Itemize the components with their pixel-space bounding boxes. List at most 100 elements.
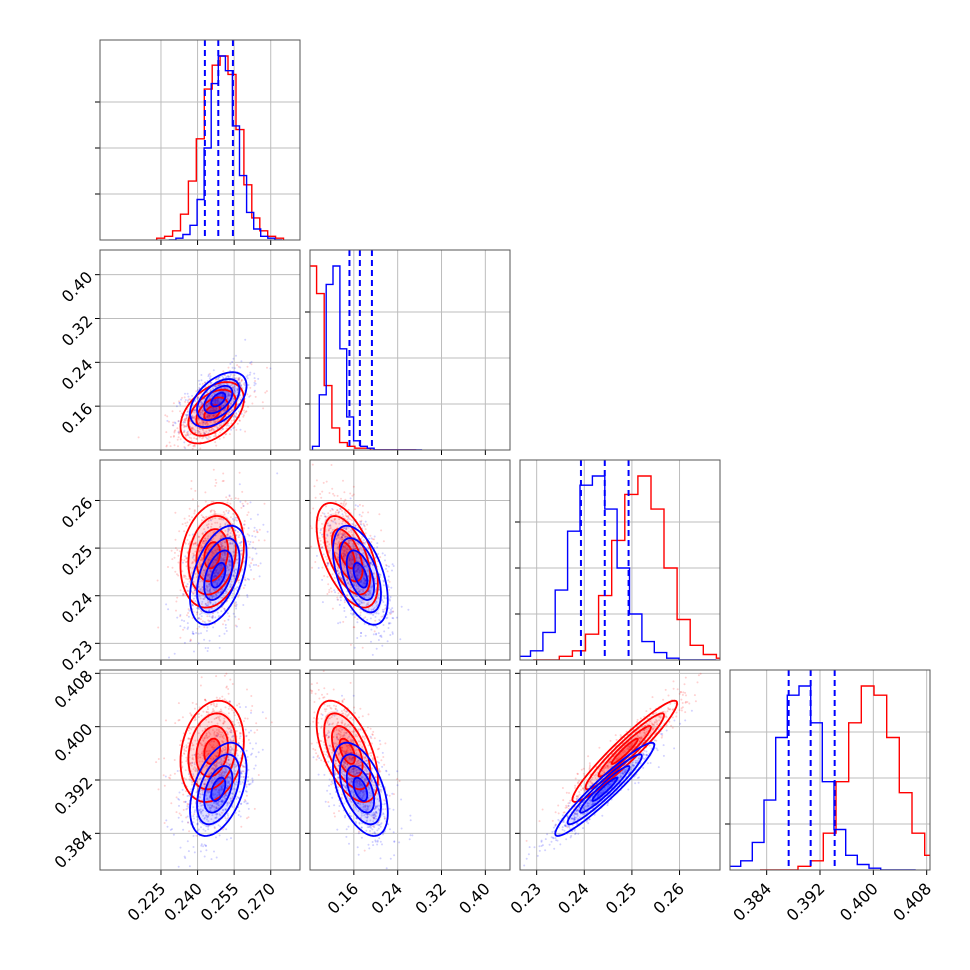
scatter-point	[350, 609, 353, 612]
scatter-point	[173, 434, 175, 437]
scatter-point	[215, 734, 218, 737]
scatter-point	[206, 708, 209, 711]
panel-2-1	[302, 459, 511, 666]
scatter-point	[229, 727, 231, 730]
scatter-point	[212, 415, 214, 418]
scatter-point	[219, 825, 222, 828]
scatter-point	[157, 758, 160, 760]
scatter-point	[193, 417, 196, 419]
scatter-point	[302, 539, 304, 541]
scatter-point	[193, 415, 195, 418]
scatter-point	[190, 764, 193, 767]
scatter-point	[215, 399, 218, 402]
scatter-point	[223, 387, 226, 389]
scatter-point	[245, 735, 248, 738]
scatter-point	[220, 535, 223, 538]
scatter-point	[184, 419, 187, 422]
scatter-point	[337, 541, 340, 544]
scatter-point	[191, 744, 194, 747]
scatter-point	[360, 580, 362, 583]
scatter-point	[207, 438, 210, 441]
scatter-point	[202, 436, 205, 439]
scatter-point	[172, 424, 175, 427]
scatter-point	[211, 607, 213, 610]
scatter-point	[381, 599, 384, 602]
scatter-point	[221, 480, 224, 483]
scatter-point	[178, 550, 181, 553]
scatter-point	[226, 612, 229, 615]
scatter-point	[203, 432, 206, 435]
scatter-point	[370, 664, 372, 666]
scatter-point	[219, 719, 222, 722]
scatter-point	[342, 534, 344, 537]
scatter-point	[227, 366, 230, 369]
scatter-point	[191, 426, 194, 429]
histogram-series-0	[310, 265, 417, 450]
scatter-point	[215, 755, 218, 758]
scatter-point	[211, 805, 214, 808]
scatter-point	[181, 396, 183, 399]
scatter-point	[197, 632, 200, 635]
scatter-point	[346, 595, 348, 597]
scatter-point	[329, 549, 332, 552]
scatter-point	[186, 551, 189, 554]
scatter-point	[196, 627, 199, 630]
scatter-point	[221, 740, 223, 742]
scatter-point	[214, 793, 217, 796]
scatter-point	[349, 538, 352, 541]
scatter-point	[237, 595, 240, 598]
scatter-point	[233, 575, 236, 578]
scatter-point	[201, 437, 204, 440]
scatter-point	[342, 502, 345, 505]
scatter-point	[350, 539, 353, 542]
scatter-point	[351, 559, 354, 562]
scatter-point	[220, 610, 223, 613]
scatter-point	[171, 558, 174, 561]
scatter-point	[191, 603, 194, 606]
scatter-point	[355, 583, 358, 586]
scatter-point	[211, 616, 214, 619]
scatter-point	[209, 757, 212, 760]
scatter-point	[340, 536, 343, 539]
scatter-point	[249, 541, 252, 543]
scatter-point	[179, 744, 181, 747]
scatter-point	[173, 444, 176, 447]
scatter-point	[219, 525, 222, 528]
scatter-point	[185, 756, 188, 759]
density-fill-series-1	[338, 535, 383, 615]
scatter-point	[226, 785, 229, 788]
scatter-point	[210, 740, 213, 743]
scatter-point	[338, 536, 340, 539]
scatter-point	[206, 406, 209, 409]
scatter-point	[183, 418, 186, 421]
scatter-point	[206, 650, 209, 652]
scatter-point	[205, 750, 208, 753]
scatter-point	[218, 718, 221, 721]
scatter-point	[367, 556, 370, 559]
scatter-point	[195, 770, 198, 773]
scatter-point	[367, 593, 370, 596]
scatter-point	[180, 814, 182, 817]
scatter-point	[190, 728, 193, 731]
scatter-point	[213, 704, 216, 707]
scatter-point	[219, 523, 222, 526]
scatter-point	[246, 594, 249, 597]
scatter-point	[199, 742, 202, 745]
scatter-point	[345, 527, 348, 530]
scatter-point	[222, 377, 225, 380]
scatter-point	[209, 410, 212, 412]
scatter-point	[213, 572, 216, 575]
scatter-point	[225, 391, 228, 394]
scatter-point	[221, 784, 224, 787]
scatter-point	[210, 523, 213, 526]
scatter-point	[337, 556, 340, 559]
scatter-point	[249, 501, 252, 504]
scatter-point	[216, 559, 219, 562]
scatter-point	[213, 767, 216, 770]
scatter-point	[222, 390, 225, 393]
scatter-point	[196, 611, 199, 614]
scatter-point	[245, 410, 248, 413]
scatter-point	[211, 427, 213, 430]
scatter-point	[229, 779, 232, 782]
scatter-point	[202, 516, 205, 519]
